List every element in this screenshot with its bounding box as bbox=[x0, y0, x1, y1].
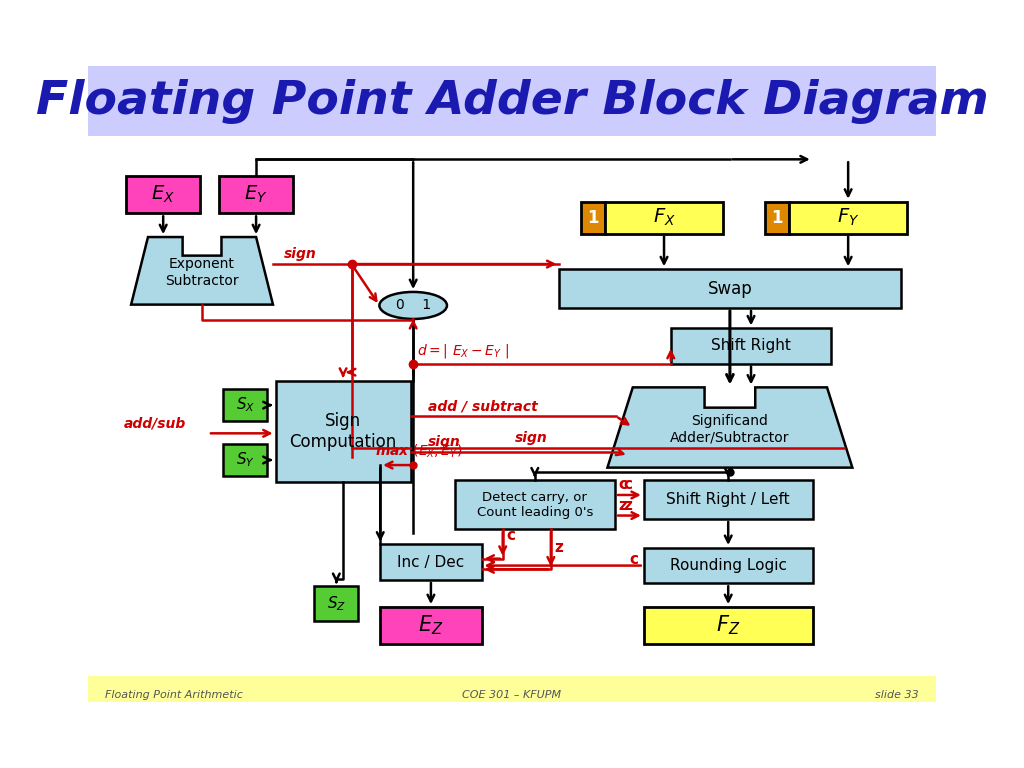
Text: $F_X$: $F_X$ bbox=[652, 207, 676, 228]
Text: 0    1: 0 1 bbox=[395, 299, 431, 313]
Text: $d = |\ E_X - E_Y\ |$: $d = |\ E_X - E_Y\ |$ bbox=[418, 343, 510, 360]
FancyBboxPatch shape bbox=[559, 269, 900, 308]
Text: c: c bbox=[623, 478, 632, 492]
Text: 1: 1 bbox=[588, 209, 599, 227]
Text: c: c bbox=[630, 552, 639, 568]
Text: c: c bbox=[618, 478, 628, 492]
Text: Shift Right: Shift Right bbox=[711, 339, 791, 353]
FancyBboxPatch shape bbox=[88, 677, 936, 701]
Text: add/sub: add/sub bbox=[124, 417, 185, 431]
Text: Floating Point Adder Block Diagram: Floating Point Adder Block Diagram bbox=[36, 78, 988, 124]
FancyBboxPatch shape bbox=[380, 545, 481, 580]
Text: z: z bbox=[554, 540, 563, 555]
Text: 1: 1 bbox=[771, 209, 783, 227]
FancyBboxPatch shape bbox=[219, 176, 293, 214]
FancyBboxPatch shape bbox=[790, 201, 907, 233]
Text: slide 33: slide 33 bbox=[876, 690, 920, 700]
FancyBboxPatch shape bbox=[765, 201, 790, 233]
Text: $E_X$: $E_X$ bbox=[152, 184, 175, 206]
Text: Exponent
Subtractor: Exponent Subtractor bbox=[165, 257, 239, 287]
Text: sign: sign bbox=[514, 431, 547, 445]
Text: $E_Y$: $E_Y$ bbox=[245, 184, 268, 206]
FancyBboxPatch shape bbox=[223, 444, 267, 476]
FancyBboxPatch shape bbox=[314, 586, 358, 621]
FancyBboxPatch shape bbox=[88, 67, 936, 136]
Text: COE 301 – KFUPM: COE 301 – KFUPM bbox=[463, 690, 561, 700]
FancyBboxPatch shape bbox=[644, 548, 813, 584]
FancyBboxPatch shape bbox=[380, 607, 481, 644]
Text: Floating Point Arithmetic: Floating Point Arithmetic bbox=[104, 690, 243, 700]
Text: $S_Z$: $S_Z$ bbox=[327, 594, 346, 613]
Polygon shape bbox=[607, 387, 852, 468]
FancyBboxPatch shape bbox=[582, 201, 605, 233]
Text: sign: sign bbox=[284, 247, 316, 260]
FancyBboxPatch shape bbox=[605, 201, 723, 233]
FancyBboxPatch shape bbox=[126, 176, 201, 214]
Text: Inc / Dec: Inc / Dec bbox=[397, 554, 465, 570]
Text: $F_Y$: $F_Y$ bbox=[837, 207, 859, 228]
Text: $E_Z$: $E_Z$ bbox=[418, 614, 443, 637]
FancyBboxPatch shape bbox=[223, 389, 267, 421]
Text: Swap: Swap bbox=[708, 280, 753, 297]
Text: Rounding Logic: Rounding Logic bbox=[670, 558, 786, 573]
Text: Detect carry, or
Count leading 0's: Detect carry, or Count leading 0's bbox=[476, 491, 593, 518]
Text: add / subtract: add / subtract bbox=[428, 399, 538, 413]
Text: z: z bbox=[618, 498, 628, 513]
Text: Sign
Computation: Sign Computation bbox=[290, 412, 396, 451]
Text: Shift Right / Left: Shift Right / Left bbox=[667, 492, 791, 507]
Text: sign: sign bbox=[428, 435, 461, 449]
FancyBboxPatch shape bbox=[671, 328, 831, 364]
Text: $F_Z$: $F_Z$ bbox=[716, 614, 740, 637]
FancyBboxPatch shape bbox=[455, 480, 615, 529]
Text: Significand
Adder/Subtractor: Significand Adder/Subtractor bbox=[670, 414, 790, 444]
FancyBboxPatch shape bbox=[275, 381, 411, 482]
Text: max $( E_X , E_Y )$: max $( E_X , E_Y )$ bbox=[375, 442, 463, 460]
Text: $S_Y$: $S_Y$ bbox=[236, 451, 255, 469]
Text: c: c bbox=[506, 528, 515, 543]
Text: $S_X$: $S_X$ bbox=[236, 396, 255, 415]
Ellipse shape bbox=[380, 292, 446, 319]
Polygon shape bbox=[131, 237, 273, 305]
FancyBboxPatch shape bbox=[644, 607, 813, 644]
FancyBboxPatch shape bbox=[644, 480, 813, 519]
Text: z: z bbox=[623, 498, 632, 513]
